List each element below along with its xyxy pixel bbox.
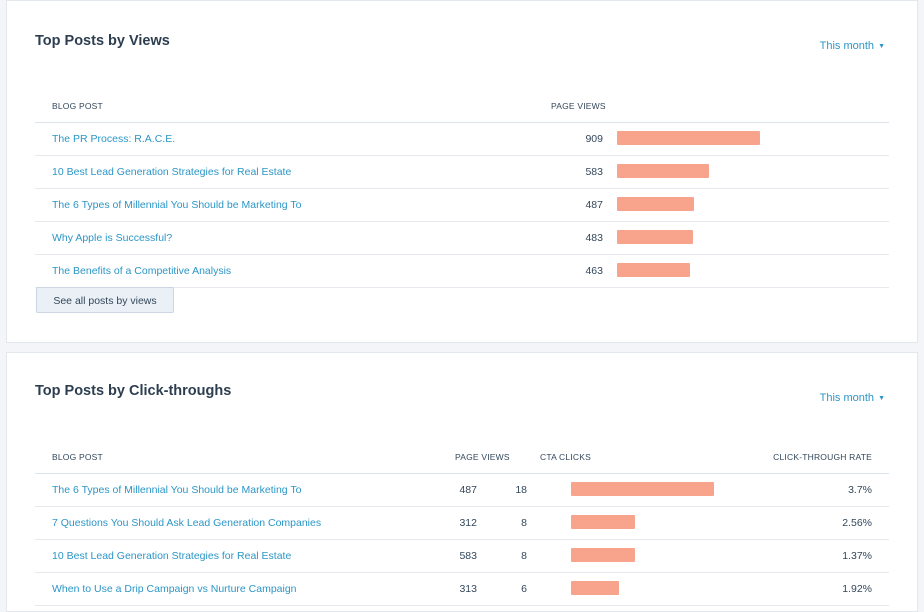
caret-down-icon: ▼ [878, 395, 885, 402]
cta-clicks-bar [571, 548, 635, 562]
cta-clicks-value: 18 [515, 484, 527, 496]
page-views-value: 483 [585, 232, 603, 244]
post-title-link[interactable]: Why Apple is Successful? [52, 232, 173, 244]
column-header-click-through-rate: CLICK-THROUGH RATE [773, 452, 872, 462]
cta-clicks-bar [571, 515, 635, 529]
page-views-value: 312 [459, 517, 477, 529]
table-row: Why Apple is Successful? 483 [35, 221, 889, 255]
column-header-page-views: PAGE VIEWS [455, 452, 510, 462]
period-dropdown[interactable]: This month ▼ [820, 392, 885, 404]
page-views-bar [617, 197, 694, 211]
post-title-link[interactable]: The Benefits of a Competitive Analysis [52, 265, 232, 277]
top-posts-by-views-card: Top Posts by Views This month ▼ BLOG POST… [6, 0, 918, 343]
cta-clicks-bar [571, 482, 714, 496]
click-through-rate-value: 3.7% [848, 484, 872, 496]
page-views-bar [617, 164, 709, 178]
column-header-cta-clicks: CTA CLICKS [540, 452, 591, 462]
page-views-value: 463 [585, 265, 603, 277]
table-row: 10 Best Lead Generation Strategies for R… [35, 539, 889, 573]
click-through-rate-value: 2.56% [842, 517, 872, 529]
page-views-value: 487 [585, 199, 603, 211]
table-row: The PR Process: R.A.C.E. 909 [35, 122, 889, 156]
page-views-value: 583 [585, 166, 603, 178]
period-dropdown[interactable]: This month ▼ [820, 40, 885, 52]
post-title-link[interactable]: The PR Process: R.A.C.E. [52, 133, 176, 145]
page-views-bar [617, 230, 693, 244]
page-views-value: 313 [459, 583, 477, 595]
post-title-link[interactable]: 10 Best Lead Generation Strategies for R… [52, 166, 292, 178]
page-views-bar [617, 131, 760, 145]
column-header-blog-post: BLOG POST [52, 452, 103, 462]
column-header-page-views: PAGE VIEWS [551, 101, 606, 111]
table-row: When to Use a Drip Campaign vs Nurture C… [35, 572, 889, 606]
period-label: This month [819, 392, 875, 404]
post-title-link[interactable]: The 6 Types of Millennial You Should be … [52, 199, 302, 211]
page-views-bar [617, 263, 690, 277]
cta-clicks-value: 8 [521, 550, 527, 562]
post-title-link[interactable]: The 6 Types of Millennial You Should be … [52, 484, 302, 496]
table-row: 7 Questions You Should Ask Lead Generati… [35, 506, 889, 540]
cta-clicks-value: 6 [521, 583, 527, 595]
table-header: BLOG POST PAGE VIEWS [35, 89, 889, 123]
post-title-link[interactable]: When to Use a Drip Campaign vs Nurture C… [52, 583, 297, 595]
table-row: The Benefits of a Competitive Analysis 46… [35, 254, 889, 288]
page-views-value: 583 [459, 550, 477, 562]
table-row: The 6 Types of Millennial You Should be … [35, 473, 889, 507]
column-header-blog-post: BLOG POST [52, 101, 103, 111]
page-views-value: 909 [585, 133, 603, 145]
table-row: 10 Best Lead Generation Strategies for R… [35, 155, 889, 189]
post-title-link[interactable]: 7 Questions You Should Ask Lead Generati… [52, 517, 322, 529]
click-through-rate-value: 1.37% [842, 550, 872, 562]
cta-clicks-bar [571, 581, 619, 595]
table-row: The 6 Types of Millennial You Should be … [35, 188, 889, 222]
card-title: Top Posts by Views [35, 33, 170, 49]
post-title-link[interactable]: 10 Best Lead Generation Strategies for R… [52, 550, 292, 562]
cta-clicks-value: 8 [521, 517, 527, 529]
card-title: Top Posts by Click-throughs [35, 383, 232, 399]
top-posts-by-click-throughs-card: Top Posts by Click-throughs This month ▼ … [6, 352, 918, 612]
page-views-value: 487 [459, 484, 477, 496]
click-through-rate-value: 1.92% [842, 583, 872, 595]
period-label: This month [819, 40, 875, 52]
caret-down-icon: ▼ [878, 43, 885, 50]
see-all-posts-by-views-button[interactable]: See all posts by views [36, 287, 174, 313]
table-header: BLOG POST PAGE VIEWS CTA CLICKS CLICK-TH… [35, 440, 889, 474]
